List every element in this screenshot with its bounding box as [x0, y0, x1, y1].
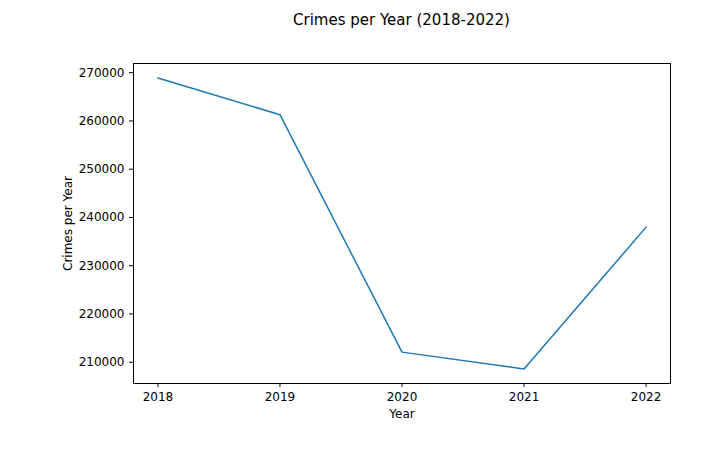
svg-text:230000: 230000	[79, 259, 125, 273]
svg-text:2021: 2021	[509, 390, 540, 404]
svg-text:2019: 2019	[265, 390, 296, 404]
svg-text:2020: 2020	[387, 390, 418, 404]
svg-text:Year: Year	[388, 407, 414, 421]
svg-text:250000: 250000	[79, 162, 125, 176]
svg-text:2018: 2018	[143, 390, 174, 404]
svg-text:270000: 270000	[79, 66, 125, 80]
svg-text:260000: 260000	[79, 114, 125, 128]
svg-text:Crimes per Year: Crimes per Year	[61, 176, 75, 271]
svg-text:240000: 240000	[79, 210, 125, 224]
svg-text:220000: 220000	[79, 307, 125, 321]
svg-text:2022: 2022	[631, 390, 662, 404]
html-text:Crimes per Year (2018-2022): Crimes per Year (2018-2022)	[293, 11, 510, 29]
svg-text:210000: 210000	[79, 355, 125, 369]
